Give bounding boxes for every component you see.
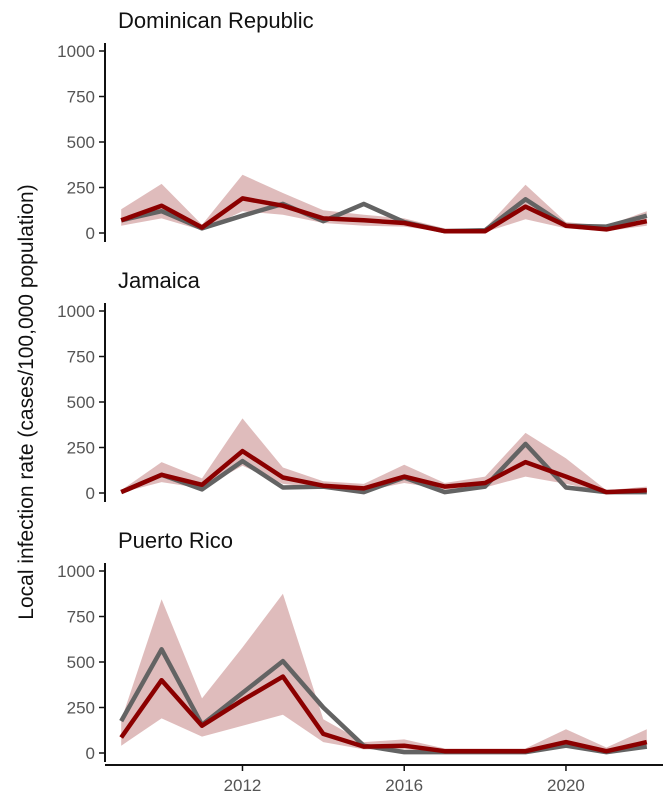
y-tick-label: 500 xyxy=(67,393,95,412)
uncertainty-band xyxy=(121,418,647,493)
y-tick-label: 0 xyxy=(86,484,95,503)
panel-2: Puerto Rico 0 250 500 750 1000 xyxy=(57,528,648,763)
panel-title: Jamaica xyxy=(118,268,201,293)
y-tick-label: 250 xyxy=(67,699,95,718)
y-tick-label: 1000 xyxy=(57,562,95,581)
x-axis: 2012 2016 2020 xyxy=(105,764,663,795)
panel-title: Puerto Rico xyxy=(118,528,233,553)
y-tick-label: 0 xyxy=(86,224,95,243)
panel-title: Dominican Republic xyxy=(118,8,314,33)
panel-1: Jamaica 0 250 500 750 1000 xyxy=(57,268,647,503)
y-tick-label: 750 xyxy=(67,348,95,367)
panel-0: Dominican Republic 0 250 500 750 1000 xyxy=(57,8,648,243)
y-tick-label: 500 xyxy=(67,653,95,672)
y-tick-label: 750 xyxy=(67,608,95,627)
x-tick-label: 2012 xyxy=(224,776,262,795)
y-tick-label: 500 xyxy=(67,133,95,152)
x-tick-label: 2016 xyxy=(385,776,423,795)
y-tick-label: 1000 xyxy=(57,42,95,61)
y-tick-label: 0 xyxy=(86,744,95,763)
uncertainty-band xyxy=(121,174,647,233)
y-tick-label: 250 xyxy=(67,439,95,458)
model-series-line xyxy=(120,196,648,234)
y-tick-label: 1000 xyxy=(57,302,95,321)
y-tick-label: 250 xyxy=(67,179,95,198)
chart-panels: Dominican Republic 0 250 500 750 1000 Jamaica 0… xyxy=(57,8,648,763)
x-tick-label: 2020 xyxy=(547,776,585,795)
model-series-line xyxy=(120,448,647,495)
y-tick-label: 750 xyxy=(67,88,95,107)
y-axis-label: Local infection rate (cases/100,000 popu… xyxy=(15,184,38,619)
uncertainty-band xyxy=(121,593,647,753)
model-series-line xyxy=(119,674,648,754)
